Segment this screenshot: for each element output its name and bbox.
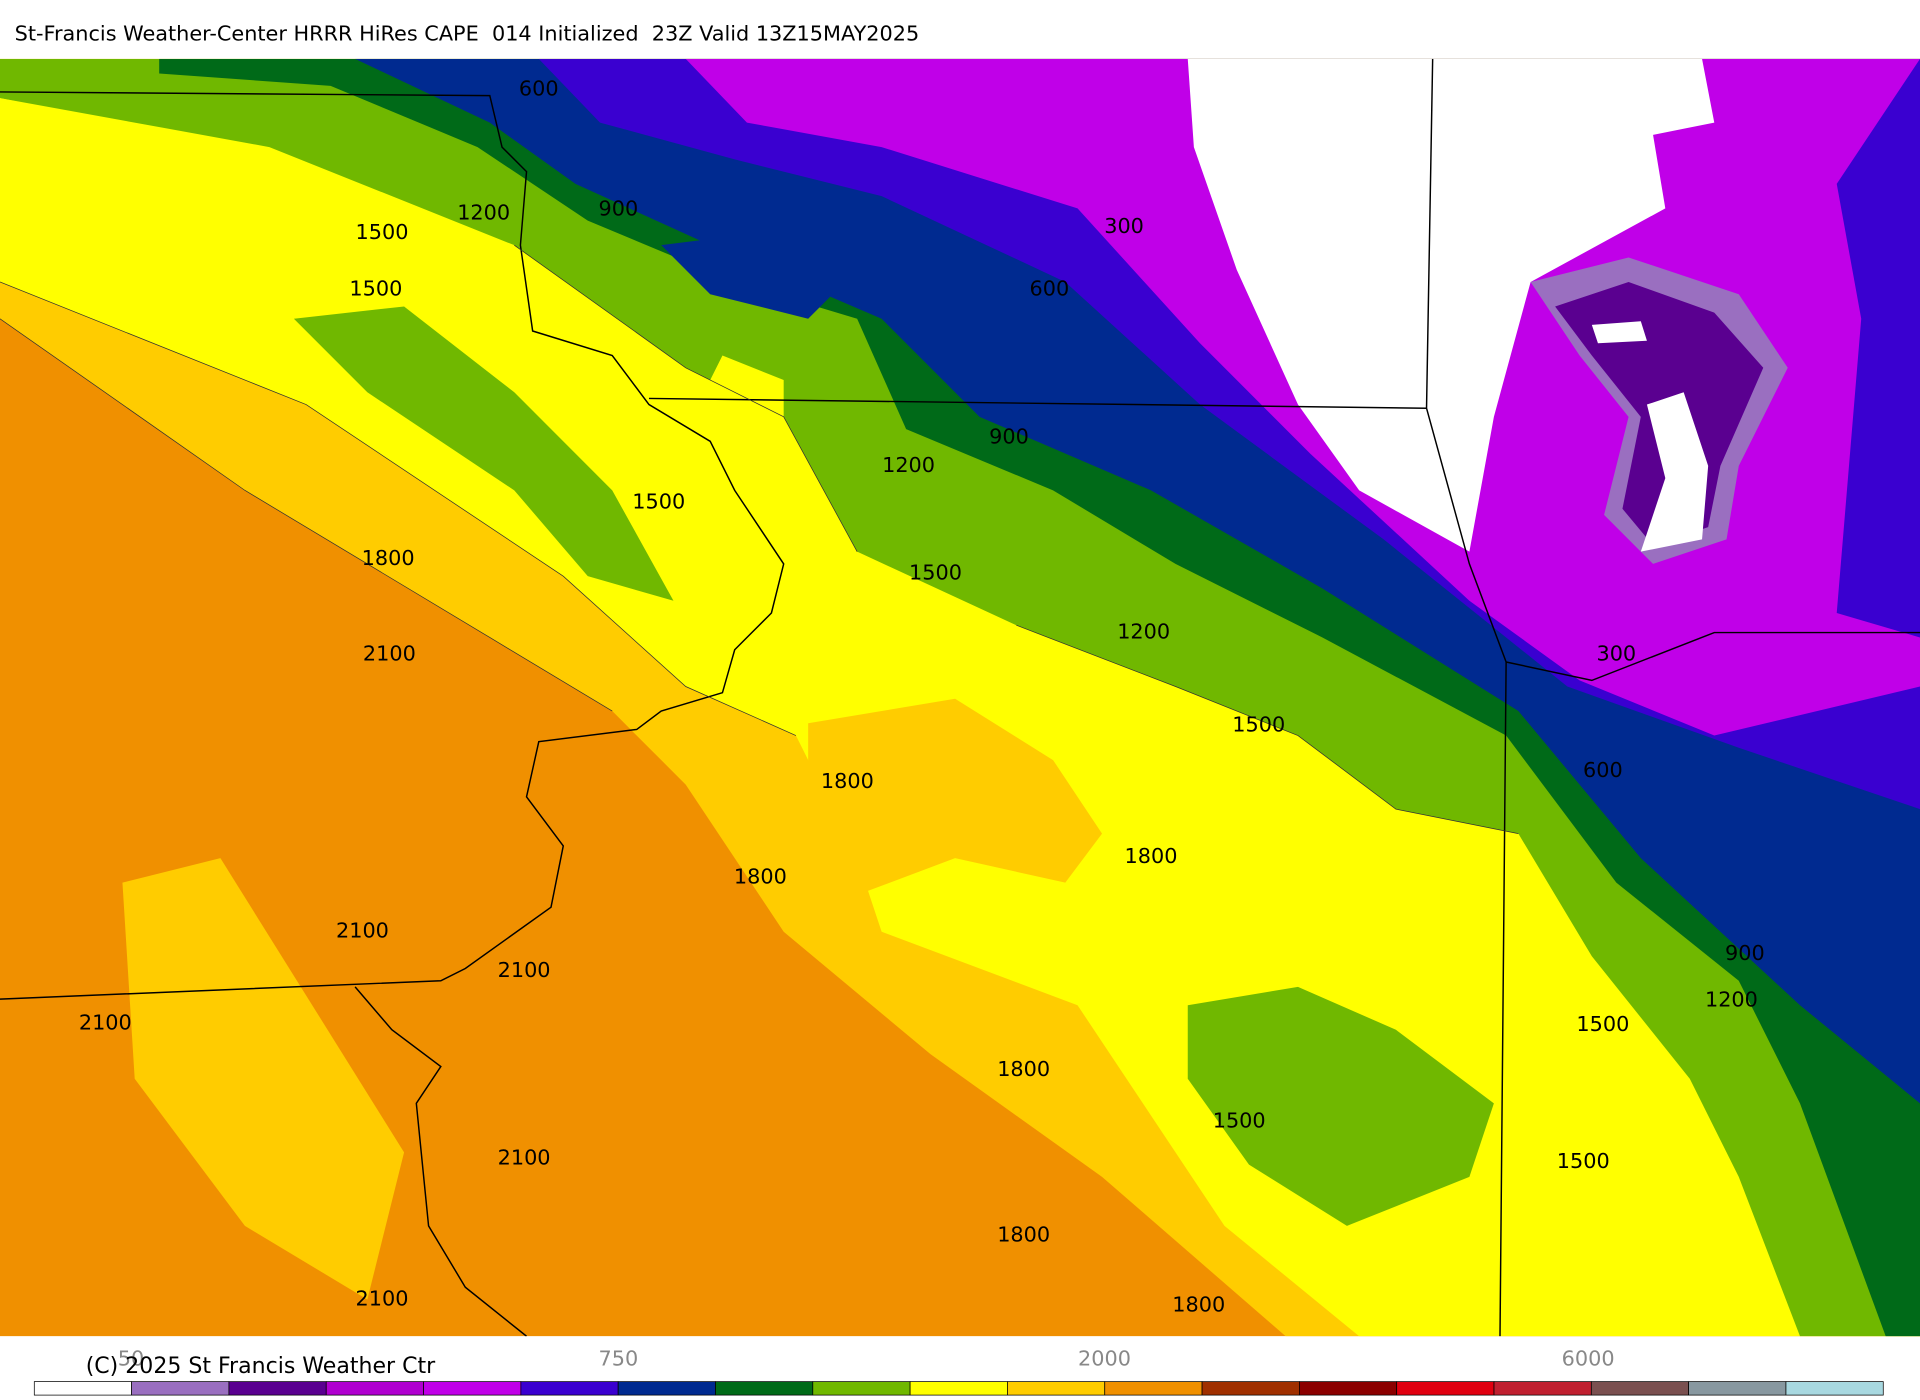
- contour-labels: 600 1200 900 300 1500 1500 600 900 1200 …: [79, 76, 1765, 1316]
- band-white: [1187, 58, 1715, 552]
- colorbar-label: 2000: [1078, 1347, 1131, 1371]
- contour-label: 300: [1596, 642, 1636, 666]
- colorbar-swatch: [1396, 1381, 1495, 1396]
- contour-label: 1800: [734, 865, 787, 889]
- colorbar-swatch: [1493, 1381, 1592, 1396]
- contour-label: 1800: [362, 546, 415, 570]
- contour-label: 2100: [336, 919, 389, 943]
- contour-label: 900: [1725, 941, 1765, 965]
- band-green-patch: [293, 306, 1494, 1226]
- contour-label: 1500: [1557, 1149, 1610, 1173]
- colorbar-swatch: [1201, 1381, 1300, 1396]
- contour-label: 1500: [632, 490, 685, 514]
- contour-label: 1200: [882, 453, 935, 477]
- contour-label: 1800: [1125, 844, 1178, 868]
- contour-line: [0, 244, 1519, 834]
- colorbar-swatch: [1688, 1381, 1787, 1396]
- colorbar-swatch: [715, 1381, 814, 1396]
- band-gold-inset: [808, 698, 1103, 895]
- map-title: St-Francis Weather-Center HRRR HiRes CAP…: [15, 21, 920, 45]
- contour-label: 1500: [356, 220, 409, 244]
- contour-label: 1500: [1232, 713, 1285, 737]
- contour-label: 1200: [1117, 620, 1170, 644]
- contour-label: 1500: [1576, 1012, 1629, 1036]
- contour-label: 600: [519, 76, 559, 100]
- contour-label: 1200: [457, 200, 510, 224]
- county-border: [354, 986, 527, 1337]
- contour-label: 1800: [821, 769, 874, 793]
- colorbar-swatch: [423, 1381, 522, 1396]
- contour-label: 2100: [79, 1011, 132, 1035]
- contour-label: 2100: [498, 958, 551, 982]
- contour-label: 1500: [1213, 1109, 1266, 1133]
- colorbar-label: 50: [118, 1347, 144, 1371]
- colorbar-swatch: [520, 1381, 619, 1396]
- state-border: [648, 58, 1920, 1337]
- copyright: (C) 2025 St Francis Weather Ctr: [86, 1354, 436, 1379]
- colorbar-swatch: [1104, 1381, 1203, 1396]
- contour-label: 900: [989, 425, 1029, 449]
- colorbar-swatch: [909, 1381, 1008, 1396]
- contour-label: 1800: [997, 1057, 1050, 1081]
- state-border: [0, 91, 785, 1000]
- colorbar-swatch: [1007, 1381, 1106, 1396]
- colorbar-swatch: [228, 1381, 327, 1396]
- colorbar-swatch: [812, 1381, 911, 1396]
- colorbar-label: 750: [599, 1347, 639, 1371]
- colorbar-swatch: [1785, 1381, 1884, 1396]
- colorbar-swatch: [1299, 1381, 1398, 1396]
- contour-label: 2100: [363, 642, 416, 666]
- colorbar-swatch: [33, 1381, 132, 1396]
- contour-label: 2100: [356, 1286, 409, 1310]
- contour-label: 600: [1030, 276, 1070, 300]
- contour-label: 300: [1104, 214, 1144, 238]
- contour-label: 1500: [349, 276, 402, 300]
- colorbar: [33, 1381, 1884, 1396]
- cape-field: [0, 58, 1920, 1337]
- contour-label: 1200: [1705, 987, 1758, 1011]
- contour-label: 1500: [909, 561, 962, 585]
- contour-label: 1800: [1172, 1293, 1225, 1317]
- band-yellow-inset: [0, 98, 784, 479]
- colorbar-swatch: [1590, 1381, 1690, 1396]
- colorbar-swatch: [325, 1381, 424, 1396]
- contour-label: 1800: [997, 1223, 1050, 1247]
- colorbar-swatch: [131, 1381, 230, 1396]
- contour-label: 2100: [498, 1145, 551, 1169]
- colorbar-swatch: [617, 1381, 716, 1396]
- colorbar-label: 6000: [1562, 1347, 1615, 1371]
- contour-label: 600: [1583, 758, 1623, 782]
- contour-label: 900: [599, 197, 639, 221]
